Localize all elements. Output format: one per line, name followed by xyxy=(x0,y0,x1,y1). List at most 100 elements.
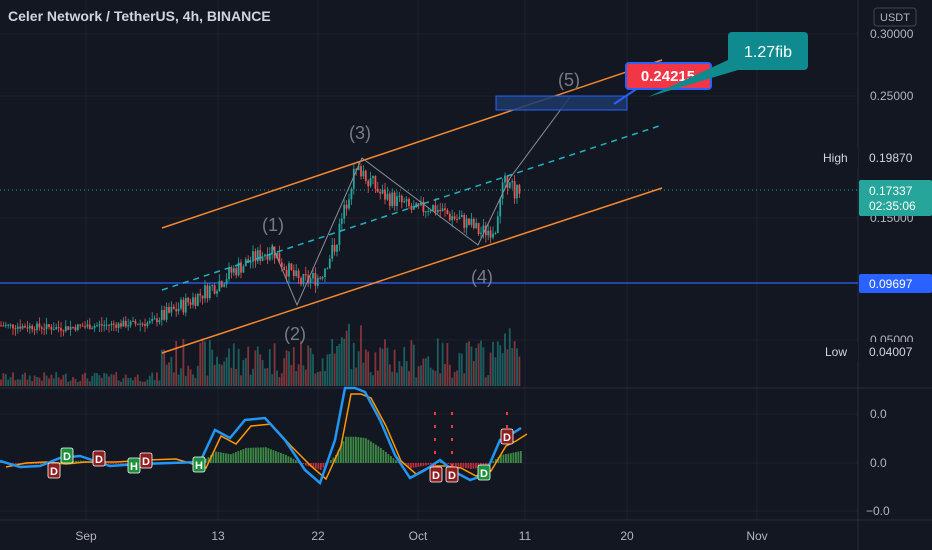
signal-badge[interactable]: D xyxy=(445,466,459,483)
candle xyxy=(67,325,70,331)
volume-bar xyxy=(484,377,487,386)
candle xyxy=(156,313,158,327)
signal-badge[interactable]: H xyxy=(127,457,141,474)
signal-badge[interactable]: D xyxy=(500,428,514,445)
volume-bar xyxy=(103,372,106,386)
volume-bar xyxy=(352,343,355,386)
volume-bar xyxy=(247,346,250,386)
candle xyxy=(144,318,146,333)
volume-bar xyxy=(0,379,2,386)
histogram-bar xyxy=(430,463,432,465)
candle xyxy=(72,326,74,330)
volume-bar xyxy=(194,377,197,386)
candle xyxy=(249,256,252,269)
histogram-bar xyxy=(407,463,410,467)
candle xyxy=(192,292,194,309)
volume-bar xyxy=(127,378,130,386)
histogram-bar xyxy=(502,454,505,463)
candle xyxy=(211,284,214,292)
signal-badge[interactable]: D xyxy=(60,447,74,464)
volume-bar xyxy=(232,343,235,386)
signal-badge[interactable]: D xyxy=(139,452,153,469)
histogram-bar xyxy=(390,456,392,463)
histogram-bar xyxy=(507,453,510,463)
last-price-tag xyxy=(859,180,932,216)
volume-bar xyxy=(492,341,494,386)
candle xyxy=(201,295,204,305)
candle xyxy=(182,297,185,316)
channel-upper-line[interactable] xyxy=(161,59,663,229)
candle xyxy=(88,318,91,330)
candle xyxy=(468,218,470,226)
volume-bar xyxy=(235,369,238,386)
candle xyxy=(475,218,478,230)
volume-bar xyxy=(357,351,360,386)
wave-label-1: (1) xyxy=(262,215,284,235)
fib-callout-tail xyxy=(648,60,738,97)
volume-bar xyxy=(108,376,110,386)
volume-bar xyxy=(220,364,223,386)
volume-bar xyxy=(28,375,31,386)
bar-countdown: 02:35:06 xyxy=(869,199,916,213)
volume-bar xyxy=(487,375,490,386)
volume-bar xyxy=(396,372,398,386)
histogram-bar xyxy=(32,463,35,465)
candle xyxy=(79,323,82,329)
histogram-bar xyxy=(365,438,367,463)
histogram-bar xyxy=(395,460,397,463)
signal-badge[interactable]: D xyxy=(477,464,491,481)
candle xyxy=(81,322,84,327)
volume-bar xyxy=(204,341,206,386)
volume-bar xyxy=(141,381,144,386)
candle xyxy=(352,162,355,195)
candle xyxy=(40,325,43,335)
target-zone-box[interactable] xyxy=(495,95,628,111)
chart-title: Celer Network / TetherUS, 4h, BINANCE xyxy=(8,8,271,24)
horizontal-grid xyxy=(0,33,858,512)
elliott-wave-path[interactable] xyxy=(271,96,571,307)
candle xyxy=(422,197,425,217)
fib-callout-box[interactable] xyxy=(728,32,808,70)
candle xyxy=(206,283,209,303)
signal-badge-text: D xyxy=(448,470,456,482)
candle xyxy=(367,179,370,194)
currency-badge[interactable] xyxy=(873,7,917,27)
signal-badge[interactable]: D xyxy=(92,450,106,467)
signal-badge[interactable]: D xyxy=(429,466,443,483)
volume-bar xyxy=(105,373,108,386)
candle xyxy=(151,312,154,325)
signal-badge-text: D xyxy=(503,432,511,444)
candle xyxy=(9,323,12,329)
histogram-bar xyxy=(392,458,395,463)
signal-badge-text: D xyxy=(50,466,58,478)
volume-bar xyxy=(184,375,187,386)
volume-bar xyxy=(252,368,254,386)
volume-bar xyxy=(52,378,55,386)
high-value: 0.19870 xyxy=(869,151,913,165)
time-tick-0: Sep xyxy=(75,529,97,543)
volume-bar xyxy=(436,338,439,386)
histogram-bar xyxy=(277,452,280,463)
signal-badge[interactable]: D xyxy=(47,462,61,479)
candle xyxy=(230,265,233,279)
histogram-bar xyxy=(362,437,365,463)
histogram-bar xyxy=(515,452,517,463)
candle xyxy=(7,323,10,329)
channel-lower-line[interactable] xyxy=(161,187,663,354)
candle xyxy=(328,255,331,269)
candle xyxy=(124,316,127,329)
volume-bar xyxy=(256,346,259,386)
candle xyxy=(297,268,300,285)
volume-bar xyxy=(160,349,163,386)
candle xyxy=(499,197,502,224)
histogram-bar xyxy=(230,454,232,463)
volume-bar xyxy=(441,342,444,386)
candle xyxy=(208,283,211,301)
candle xyxy=(57,320,60,333)
signal-badge[interactable]: H xyxy=(192,456,206,473)
candle xyxy=(240,259,242,279)
histogram-bar xyxy=(287,456,290,463)
histogram-bar xyxy=(302,463,305,465)
candle xyxy=(501,178,504,205)
